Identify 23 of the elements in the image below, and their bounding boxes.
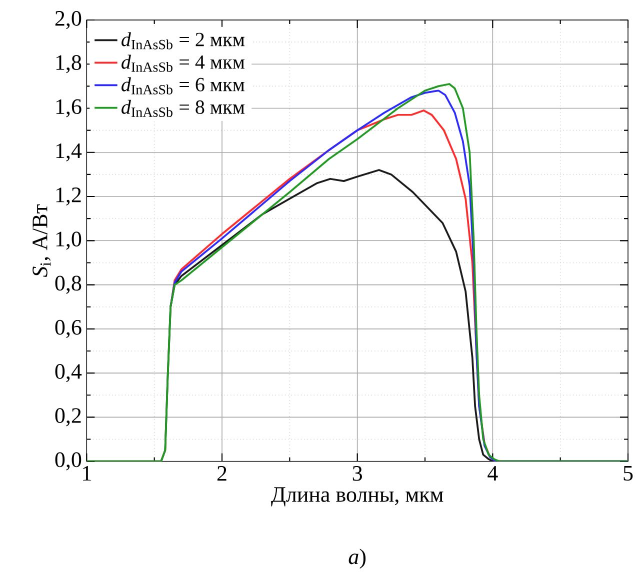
y-tick-label: 1,8	[56, 55, 82, 74]
legend-label: d$_{InAsSb}$ = 4 мкм	[122, 54, 245, 72]
y-tick-label: 1,2	[56, 188, 81, 206]
x-tick-label: 2	[217, 466, 226, 481]
y-tick-label: 1,4	[56, 143, 82, 162]
x-tick-label: 5	[624, 466, 633, 481]
y-tick-label: 0,2	[55, 408, 81, 426]
legend-label: d$_{InAsSb}$ = 8 мкм	[122, 100, 245, 117]
y-axis-title: S$_{i}$, А/Вт	[32, 204, 51, 278]
legend-label: d$_{InAsSb}$ = 2 мкм	[122, 32, 245, 50]
y-tick-label: 0,4	[55, 364, 82, 382]
x-axis-title: Длина волны, мкм	[271, 487, 444, 506]
y-tick-label: 0,6	[55, 320, 82, 338]
y-tick-label: 1,0	[56, 232, 82, 250]
x-tick-label: 3	[352, 466, 362, 481]
y-tick-label: 0,0	[55, 452, 82, 470]
text: а)	[348, 548, 366, 569]
y-tick-label: 2,0	[55, 10, 82, 29]
y-tick-label: 0,8	[55, 276, 82, 294]
y-tick-label: 1,6	[56, 99, 82, 118]
x-tick-label: 4	[488, 466, 498, 481]
legend-label: d$_{InAsSb}$ = 6 мкм	[122, 77, 245, 94]
x-tick-label: 1	[83, 466, 91, 481]
